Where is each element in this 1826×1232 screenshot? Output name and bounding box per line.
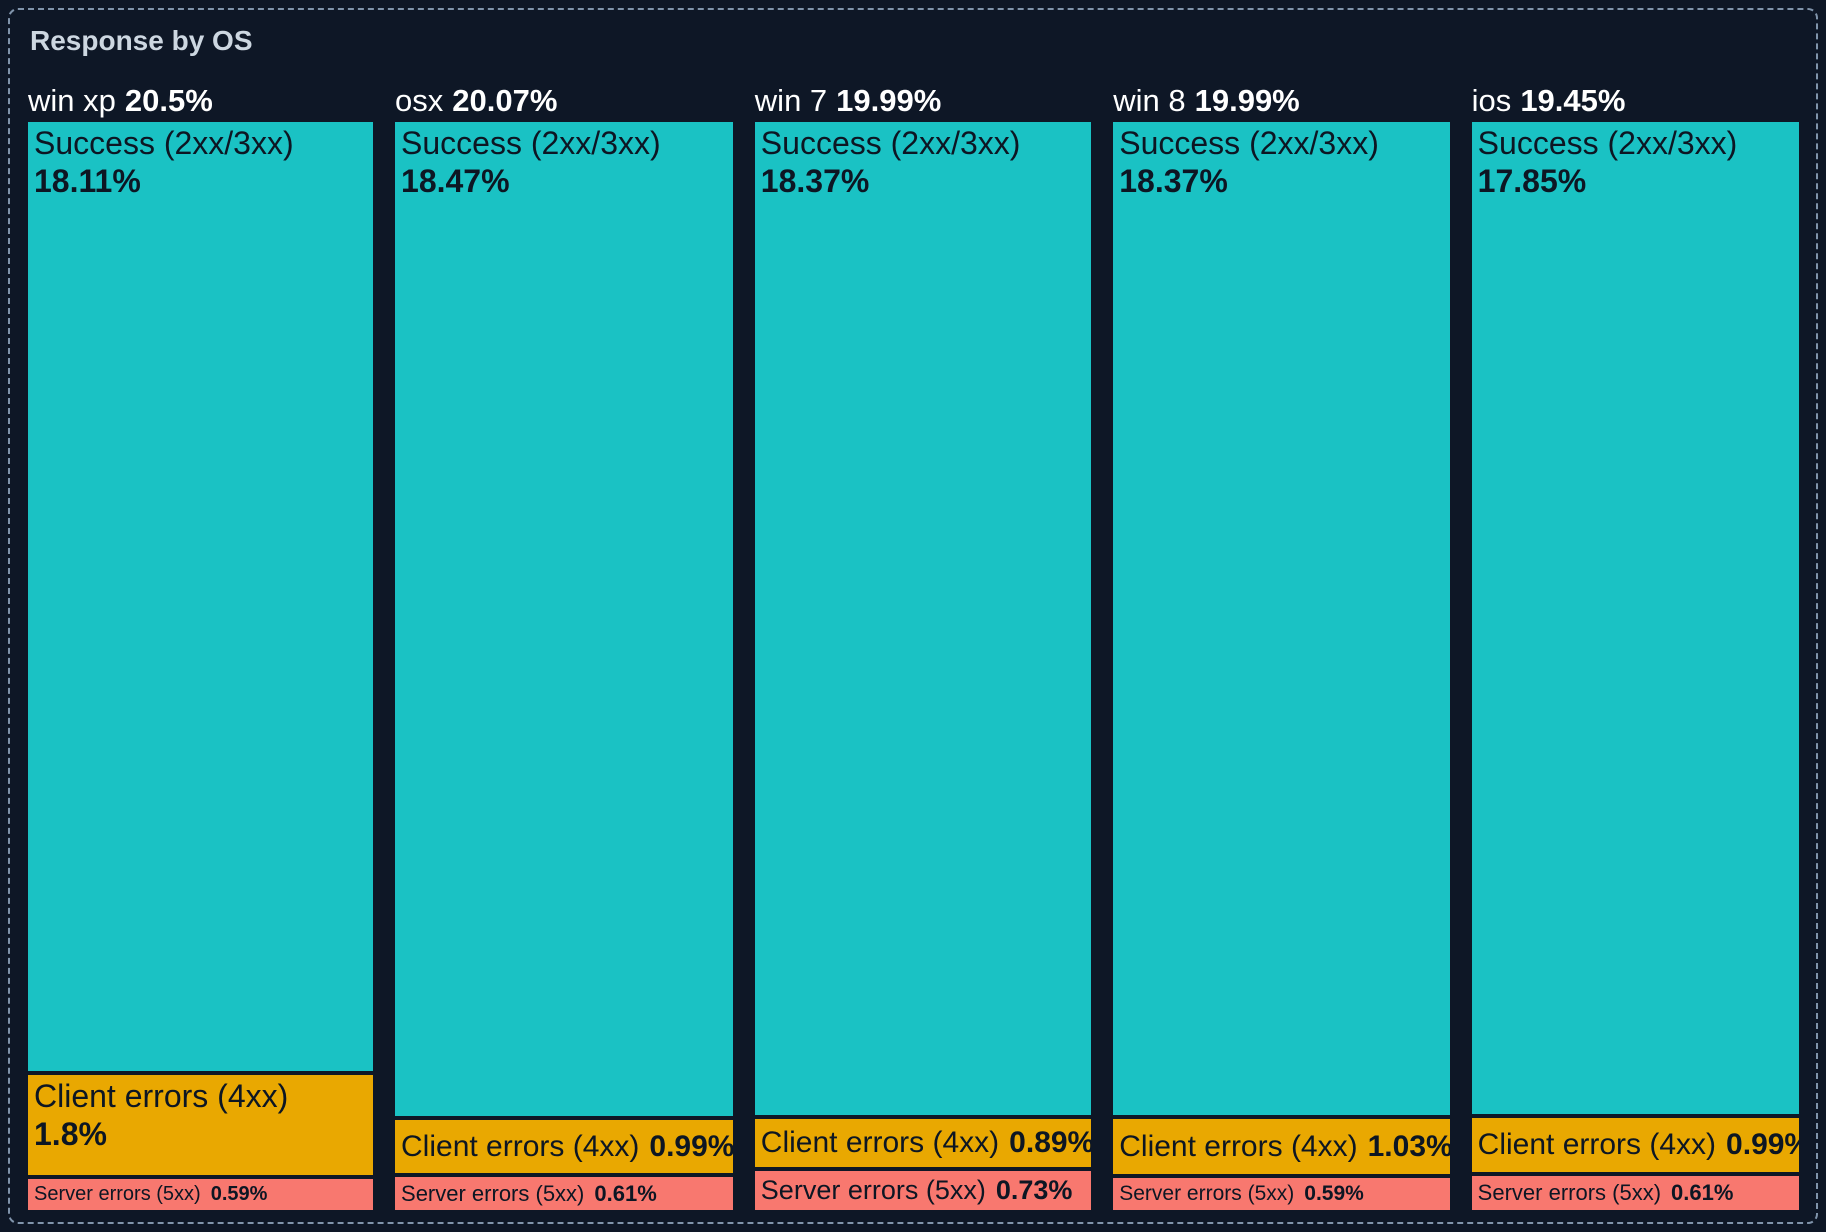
segment-label: Client errors (4xx)	[401, 1129, 640, 1163]
segment-label: Client errors (4xx)	[1477, 1127, 1717, 1161]
os-percent: 19.99%	[836, 83, 942, 118]
segment-percent: 0.99%	[1726, 1127, 1799, 1161]
segment-label: Success (2xx/3xx)	[760, 125, 1021, 161]
os-column-osx: osx 20.07% Success (2xx/3xx) 18.47% Client e…	[395, 70, 733, 1210]
segment-label: Client errors (4xx)	[760, 1125, 1000, 1159]
os-column-ios: ios 19.45% Success (2xx/3xx) 17.85% Client e…	[1471, 70, 1800, 1211]
segment-server-errors[interactable]: Server errors (5xx) 0.61%	[395, 1177, 733, 1210]
segment-percent: 0.61%	[1671, 1180, 1734, 1206]
column-header[interactable]: osx 20.07%	[395, 70, 733, 122]
os-name: win xp	[28, 83, 116, 118]
segment-success[interactable]: Success (2xx/3xx) 17.85%	[1471, 122, 1800, 1114]
segment-label: Success (2xx/3xx)	[401, 125, 661, 161]
os-percent: 20.07%	[452, 83, 558, 118]
os-name: osx	[395, 83, 444, 118]
segment-success[interactable]: Success (2xx/3xx) 18.37%	[1113, 122, 1450, 1115]
os-column-win-xp: win xp 20.5% Success (2xx/3xx) 18.11% Client…	[28, 70, 374, 1210]
os-column-win-7: win 7 19.99% Success (2xx/3xx) 18.37% Client…	[754, 70, 1092, 1210]
segment-percent: 17.85%	[1477, 162, 1587, 199]
segment-percent: 1.8%	[34, 1116, 107, 1153]
segment-label: Server errors (5xx)	[760, 1174, 986, 1205]
segment-label: Client errors (4xx)	[34, 1078, 289, 1115]
segment-label: Client errors (4xx)	[1119, 1129, 1358, 1163]
os-percent: 20.5%	[124, 83, 213, 118]
segment-percent: 18.37%	[1119, 162, 1228, 199]
column-stack: Success (2xx/3xx) 18.11% Client errors (4x…	[28, 122, 374, 1210]
os-name: win 8	[1113, 83, 1186, 118]
segment-percent: 0.59%	[210, 1183, 268, 1206]
segment-server-errors[interactable]: Server errors (5xx) 0.73%	[754, 1170, 1092, 1210]
segment-label: Success (2xx/3xx)	[1477, 125, 1738, 161]
segment-success[interactable]: Success (2xx/3xx) 18.11%	[28, 122, 374, 1072]
column-header[interactable]: win 8 19.99%	[1113, 70, 1449, 122]
segment-percent: 0.73%	[995, 1174, 1073, 1205]
os-column-win-8: win 8 19.99% Success (2xx/3xx) 18.37% Client…	[1113, 70, 1450, 1211]
segment-client-errors[interactable]: Client errors (4xx) 1.03%	[1113, 1118, 1450, 1175]
chart-title: Response by OS	[30, 25, 253, 56]
segment-percent: 18.11%	[34, 162, 141, 199]
os-percent: 19.99%	[1194, 83, 1300, 118]
segment-percent: 0.61%	[594, 1180, 657, 1206]
segment-client-errors[interactable]: Client errors (4xx) 0.99%	[1471, 1117, 1800, 1173]
segment-success[interactable]: Success (2xx/3xx) 18.37%	[754, 122, 1092, 1115]
column-stack: Success (2xx/3xx) 17.85% Client errors (4x…	[1471, 122, 1800, 1211]
column-stack: Success (2xx/3xx) 18.37% Client errors (4x…	[754, 122, 1092, 1210]
segment-server-errors[interactable]: Server errors (5xx) 0.59%	[28, 1179, 374, 1210]
column-header[interactable]: ios 19.45%	[1472, 70, 1799, 122]
mosaic-chart: win xp 20.5% Success (2xx/3xx) 18.11% Client…	[28, 70, 1800, 1211]
segment-success[interactable]: Success (2xx/3xx) 18.47%	[395, 122, 733, 1117]
segment-percent: 0.99%	[649, 1129, 733, 1163]
segment-percent: 18.47%	[401, 162, 510, 199]
segment-percent: 18.37%	[760, 162, 870, 199]
segment-percent: 0.89%	[1009, 1125, 1092, 1159]
segment-label: Success (2xx/3xx)	[1119, 125, 1379, 161]
segment-percent: 1.03%	[1367, 1129, 1450, 1163]
column-header[interactable]: win 7 19.99%	[755, 70, 1091, 122]
segment-label: Server errors (5xx)	[401, 1180, 585, 1206]
segment-label: Server errors (5xx)	[34, 1183, 201, 1206]
segment-client-errors[interactable]: Client errors (4xx) 0.99%	[395, 1120, 733, 1174]
segment-server-errors[interactable]: Server errors (5xx) 0.61%	[1471, 1176, 1800, 1211]
os-name: ios	[1471, 83, 1512, 118]
os-name: win 7	[754, 83, 828, 118]
segment-label: Server errors (5xx)	[1477, 1180, 1662, 1206]
segment-client-errors[interactable]: Client errors (4xx) 0.89%	[754, 1118, 1092, 1167]
segment-label: Server errors (5xx)	[1119, 1182, 1295, 1206]
column-stack: Success (2xx/3xx) 18.47% Client errors (4x…	[395, 122, 733, 1210]
column-stack: Success (2xx/3xx) 18.37% Client errors (4x…	[1113, 122, 1450, 1211]
segment-label: Success (2xx/3xx)	[34, 125, 294, 161]
segment-percent: 0.59%	[1304, 1182, 1364, 1206]
segment-client-errors[interactable]: Client errors (4xx) 1.8%	[28, 1075, 374, 1176]
column-header[interactable]: win xp 20.5%	[28, 70, 373, 122]
os-percent: 19.45%	[1520, 83, 1626, 118]
segment-server-errors[interactable]: Server errors (5xx) 0.59%	[1113, 1178, 1450, 1211]
response-by-os-panel: Response by OS win xp 20.5% Success (2xx/3…	[8, 8, 1818, 1224]
